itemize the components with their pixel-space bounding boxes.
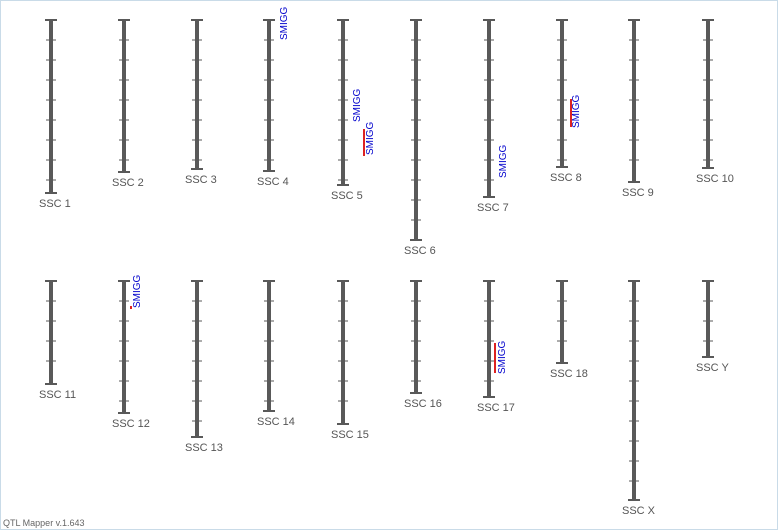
- chromosome-bar: [487, 20, 491, 197]
- chromosome-bar: [122, 281, 126, 413]
- chromosome-bar: [560, 281, 564, 363]
- chromosome-bar: [195, 20, 199, 169]
- chromosome-label: SSC 17: [477, 402, 515, 414]
- chromosome-ssc-18: SSC 18: [550, 280, 588, 380]
- chromosome-label: SSC 4: [257, 176, 289, 188]
- chromosome-ssc-3: SSC 3: [185, 19, 217, 186]
- qtl-label: SMIGG: [352, 88, 363, 122]
- chromosome-label: SSC X: [622, 505, 656, 517]
- chromosome-bar: [267, 20, 271, 171]
- qtl-label: SMIGG: [498, 144, 509, 178]
- chromosome-label: SSC 15: [331, 429, 369, 441]
- chromosome-label: SSC 16: [404, 398, 442, 410]
- chromosome-bar: [195, 281, 199, 437]
- qtl-label: SMIGG: [497, 340, 508, 374]
- chromosome-label: SSC 10: [696, 173, 734, 185]
- chromosome-label: SSC 14: [257, 416, 295, 428]
- chromosome-label: SSC 9: [622, 187, 654, 199]
- chromosome-label: SSC 11: [39, 389, 76, 401]
- chromosome-bar: [414, 20, 418, 240]
- chromosome-bar: [560, 20, 564, 167]
- chromosome-ssc-8: SSC 8 SMIGG: [550, 19, 582, 184]
- chromosome-ssc-2: SSC 2: [112, 19, 144, 189]
- chromosome-bar: [122, 20, 126, 172]
- chromosome-bar: [706, 281, 710, 357]
- chromosome-bar: [414, 281, 418, 393]
- qtl-label: SMIGG: [132, 274, 143, 308]
- chromosome-bar: [632, 20, 636, 182]
- chromosome-label: SSC 6: [404, 245, 436, 257]
- chromosome-ssc-11: SSC 11: [39, 280, 76, 401]
- qtl-label: SMIGG: [279, 6, 290, 40]
- chromosome-ssc-10: SSC 10: [696, 19, 734, 185]
- qtl-label: SMIGG: [571, 94, 582, 128]
- qtl-interval-bar: [494, 343, 496, 373]
- chromosome-label: SSC 7: [477, 202, 509, 214]
- chromosome-ssc-17: SSC 17 SMIGG: [477, 280, 515, 414]
- chromosome-ssc-9: SSC 9: [622, 19, 654, 199]
- qtl-interval-bar: [570, 99, 572, 127]
- qtl-label: SMIGG: [365, 121, 376, 155]
- chromosome-label: SSC 5: [331, 190, 363, 202]
- chromosome-label: SSC 12: [112, 418, 150, 430]
- chromosome-label: SSC 1: [39, 198, 71, 210]
- chromosome-bar: [706, 20, 710, 168]
- chromosome-label: SSC 3: [185, 174, 217, 186]
- chromosome-ssc-y: SSC Y: [696, 280, 729, 374]
- chromosome-ssc-6: SSC 6: [404, 19, 436, 257]
- chromosome-ssc-16: SSC 16: [404, 280, 442, 410]
- chromosome-label: SSC 13: [185, 442, 223, 454]
- chromosome-ssc-x: SSC X: [622, 280, 656, 517]
- chromosome-bar: [49, 281, 53, 384]
- chromosome-bar: [267, 281, 271, 411]
- chromosome-ssc-13: SSC 13: [185, 280, 223, 454]
- chromosome-ssc-4: SSC 4 SMIGG: [257, 6, 290, 188]
- qtl-interval-bar: [130, 306, 132, 309]
- chromosome-bar: [487, 281, 491, 397]
- chromosome-ssc-14: SSC 14: [257, 280, 295, 428]
- chromosome-bar: [341, 20, 345, 185]
- qtl-interval-bar: [363, 129, 365, 156]
- chromosome-bar: [49, 20, 53, 193]
- chromosome-bar: [341, 281, 345, 424]
- chromosome-label: SSC 18: [550, 368, 588, 380]
- chromosome-label: SSC 8: [550, 172, 582, 184]
- chromosome-ssc-15: SSC 15: [331, 280, 369, 441]
- chromosome-ssc-1: SSC 1: [39, 19, 71, 210]
- chromosome-label: SSC 2: [112, 177, 144, 189]
- chromosome-bar: [632, 281, 636, 500]
- chromosome-ssc-12: SSC 12 SMIGG: [112, 274, 150, 430]
- chromosome-ssc-7: SSC 7 SMIGG: [477, 19, 509, 214]
- chromosome-label: SSC Y: [696, 362, 729, 374]
- version-label: QTL Mapper v.1.643: [3, 518, 85, 528]
